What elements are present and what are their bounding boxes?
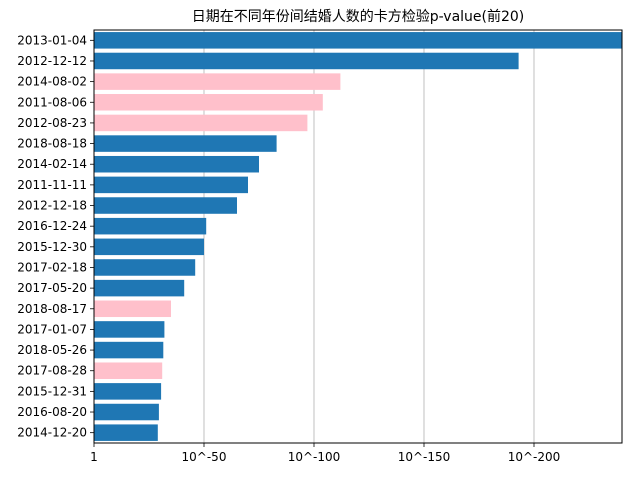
y-tick-label: 2015-12-31 [17, 384, 87, 398]
y-tick-label: 2018-08-17 [17, 302, 87, 316]
y-tick-label: 2017-05-20 [17, 281, 87, 295]
bar-2017-01-07 [94, 321, 165, 338]
y-tick-label: 2012-08-23 [17, 116, 87, 130]
bar-2014-02-14 [94, 155, 259, 173]
bar-2015-12-30 [94, 238, 204, 256]
x-tick-label: 1 [90, 450, 98, 464]
bar-2017-02-18 [94, 259, 196, 276]
y-tick-label: 2016-12-24 [17, 219, 87, 233]
bar-2012-12-12 [94, 52, 519, 70]
bar-2012-12-18 [94, 197, 237, 214]
bar-2014-08-02 [94, 73, 341, 90]
x-tick-label: 10^-100 [288, 450, 341, 464]
y-tick-label: 2017-01-07 [17, 322, 87, 336]
x-tick-label: 10^-50 [182, 450, 227, 464]
y-tick-label: 2011-11-11 [17, 178, 87, 192]
x-tick-label: 10^-150 [398, 450, 451, 464]
bar-2018-08-17 [94, 300, 171, 318]
y-tick-label: 2017-08-28 [17, 364, 87, 378]
y-tick-label: 2015-12-30 [17, 240, 87, 254]
y-tick-label: 2011-08-06 [17, 95, 87, 109]
y-tick-label: 2014-02-14 [17, 157, 87, 171]
grid-lines [203, 30, 535, 443]
bar-2016-08-20 [94, 403, 159, 421]
plot-frame [93, 29, 623, 444]
y-tick-label: 2013-01-04 [17, 33, 87, 47]
y-tick-label: 2017-02-18 [17, 260, 87, 274]
y-tick-label: 2018-05-26 [17, 343, 87, 357]
bar-2015-12-31 [94, 383, 162, 400]
bar-2017-05-20 [94, 279, 185, 297]
y-tick-label: 2018-08-18 [17, 137, 87, 151]
y-tick-label: 2014-12-20 [17, 426, 87, 440]
bar-2012-08-23 [94, 114, 308, 132]
y-tick-label: 2012-12-18 [17, 199, 87, 213]
y-tick-label: 2012-12-12 [17, 54, 87, 68]
chart-title: 日期在不同年份间结婚人数的卡方检验p-value(前20) [192, 8, 525, 25]
y-tick-label: 2014-08-02 [17, 75, 87, 89]
x-tick-labels: 1 10^-50 10^-100 10^-150 10^-200 [90, 443, 560, 464]
bar-2017-08-28 [94, 362, 163, 379]
y-tick-labels: 2013-01-04 2012-12-12 2014-08-02 2011-08-06… [17, 33, 94, 440]
bar-2014-12-20 [94, 424, 158, 441]
y-tick-label: 2016-08-20 [17, 405, 87, 419]
bar-2011-08-06 [94, 94, 323, 111]
bar-2013-01-04 [94, 32, 622, 49]
bars [94, 32, 622, 441]
bar-2016-12-24 [94, 217, 207, 235]
bar-2018-08-18 [94, 135, 277, 152]
x-tick-label: 10^-200 [508, 450, 561, 464]
bar-2011-11-11 [94, 176, 248, 194]
bar-2018-05-26 [94, 341, 164, 359]
